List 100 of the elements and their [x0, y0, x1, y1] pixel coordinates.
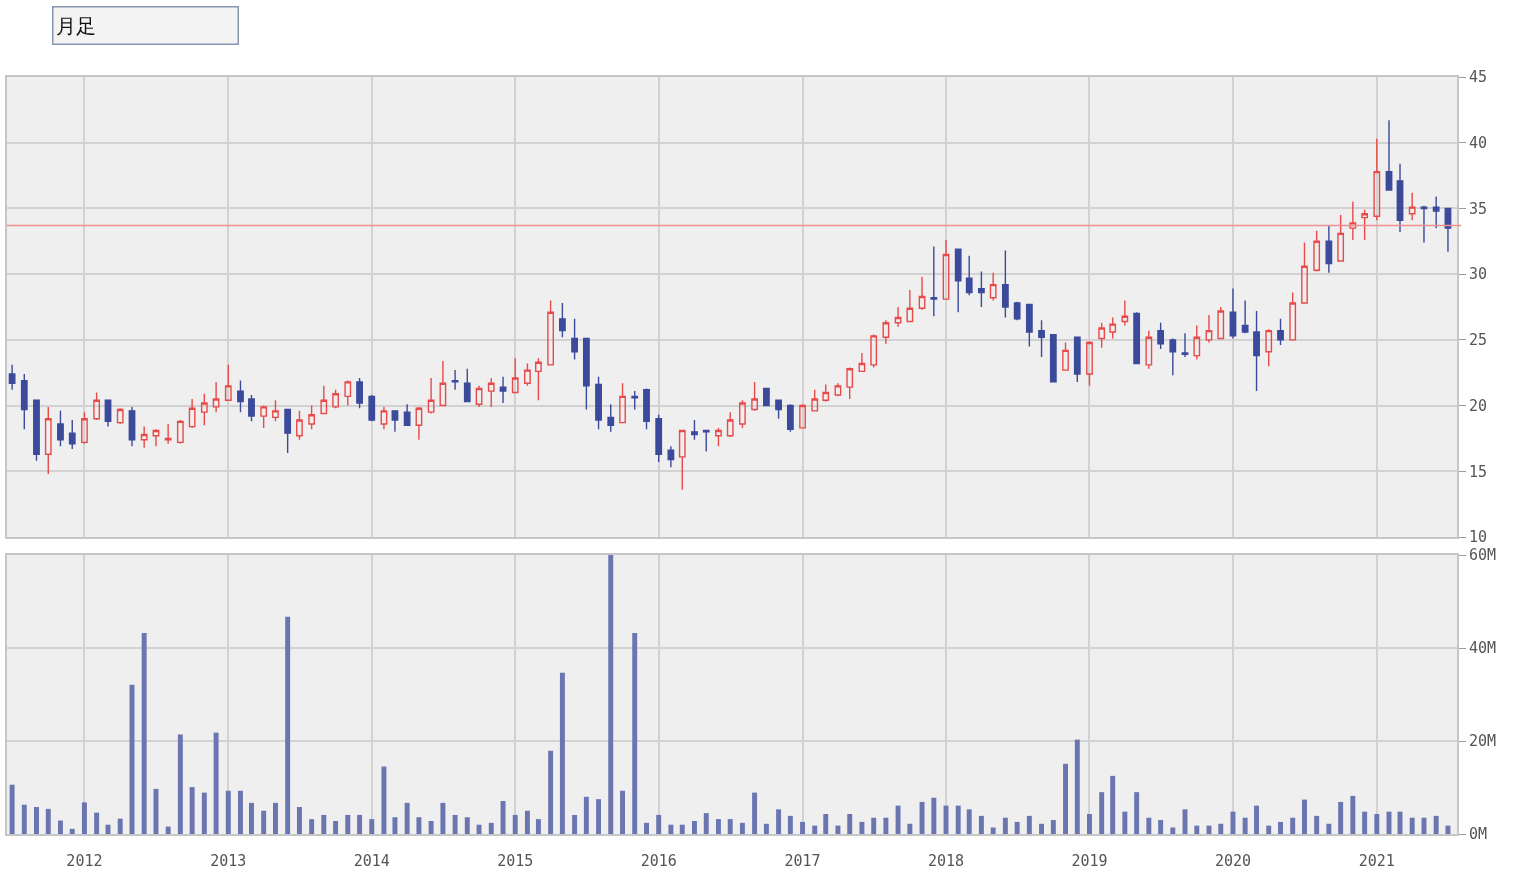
bar: [321, 814, 327, 834]
bar: [249, 802, 254, 834]
candlestick: [631, 390, 639, 411]
candlestick: [582, 337, 590, 411]
y-tick-label: 20: [1469, 396, 1488, 415]
candlestick: [1385, 119, 1393, 191]
bar: [1230, 811, 1236, 834]
candlestick: [81, 411, 88, 445]
bar: [859, 821, 865, 834]
candlestick: [786, 403, 794, 433]
candlestick: [751, 381, 758, 412]
candlestick: [57, 410, 64, 448]
candlestick: [1337, 214, 1345, 262]
bar: [835, 825, 841, 834]
bar: [715, 819, 721, 834]
candlestick: [1169, 337, 1177, 377]
bar: [1194, 825, 1200, 834]
bar: [871, 817, 877, 834]
y-tick-label: 0M: [1469, 825, 1488, 844]
bar: [1242, 817, 1248, 834]
candlestick: [954, 248, 962, 313]
x-tick-label: 2017: [784, 852, 821, 870]
candlestick: [188, 398, 196, 429]
candlestick: [978, 270, 985, 308]
candlestick: [1145, 329, 1153, 370]
bar: [69, 828, 75, 834]
bar: [800, 821, 806, 834]
bar: [931, 797, 937, 834]
bar: [644, 822, 649, 834]
candlestick: [834, 382, 842, 398]
candlestick: [284, 408, 292, 454]
candlestick: [272, 399, 279, 423]
candlestick: [822, 383, 830, 403]
candlestick: [739, 399, 746, 429]
candlestick: [237, 379, 244, 413]
x-tick-label: 2020: [1214, 852, 1252, 870]
candlestick: [1301, 241, 1308, 304]
bar: [201, 792, 207, 834]
bar: [1290, 817, 1296, 834]
bar: [787, 815, 793, 834]
candlestick: [930, 245, 938, 317]
candlestick: [475, 385, 483, 408]
bar: [1338, 801, 1344, 834]
candlestick: [380, 406, 388, 430]
bar: [452, 814, 458, 834]
bar: [416, 817, 422, 834]
bar: [153, 788, 159, 834]
candlestick: [44, 406, 52, 475]
candlestick: [702, 429, 710, 453]
bar: [943, 805, 949, 834]
bar: [739, 822, 745, 834]
candlestick: [212, 381, 220, 413]
candlestick: [296, 410, 303, 441]
candlestick: [308, 404, 316, 430]
bar: [464, 817, 470, 834]
candlestick: [1277, 318, 1284, 346]
bar: [94, 812, 100, 834]
candlestick: [1086, 340, 1093, 387]
bar: [1433, 815, 1439, 834]
bar: [238, 790, 243, 834]
bar: [990, 827, 996, 834]
y-tick-label: 10: [1469, 528, 1488, 547]
candlestick: [1193, 324, 1201, 361]
text: 月足: [55, 13, 96, 38]
bar: [165, 826, 171, 834]
bar: [428, 820, 434, 834]
candlestick: [1265, 328, 1273, 367]
bar: [763, 823, 769, 834]
bar: [691, 820, 697, 834]
bar: [535, 819, 541, 834]
bar: [1409, 817, 1415, 834]
bar: [823, 814, 829, 834]
candlestick: [391, 410, 399, 433]
y-tick-label: 30: [1469, 265, 1488, 284]
bar: [345, 814, 351, 834]
y-tick-label: 40M: [1469, 639, 1497, 658]
bar: [1099, 792, 1105, 834]
candlestick: [619, 382, 626, 424]
candlestick: [1217, 306, 1225, 340]
bar: [369, 819, 375, 834]
bar: [81, 802, 87, 834]
bar: [1266, 825, 1272, 834]
bar: [1050, 820, 1056, 834]
candlestick: [535, 357, 542, 402]
bar: [1350, 795, 1356, 834]
bar: [1087, 814, 1092, 834]
candlestick: [320, 385, 328, 415]
bar: [776, 809, 782, 834]
bar: [1314, 815, 1320, 834]
bar: [404, 802, 410, 834]
bar: [1002, 817, 1008, 834]
bar: [476, 824, 482, 834]
bar: [608, 555, 614, 834]
candlestick: [1408, 191, 1416, 221]
candlestick: [571, 318, 578, 361]
bar: [333, 820, 339, 834]
bar: [1218, 823, 1224, 834]
candlestick: [152, 428, 160, 448]
candlestick: [942, 239, 950, 300]
candlestick: [1038, 319, 1045, 358]
